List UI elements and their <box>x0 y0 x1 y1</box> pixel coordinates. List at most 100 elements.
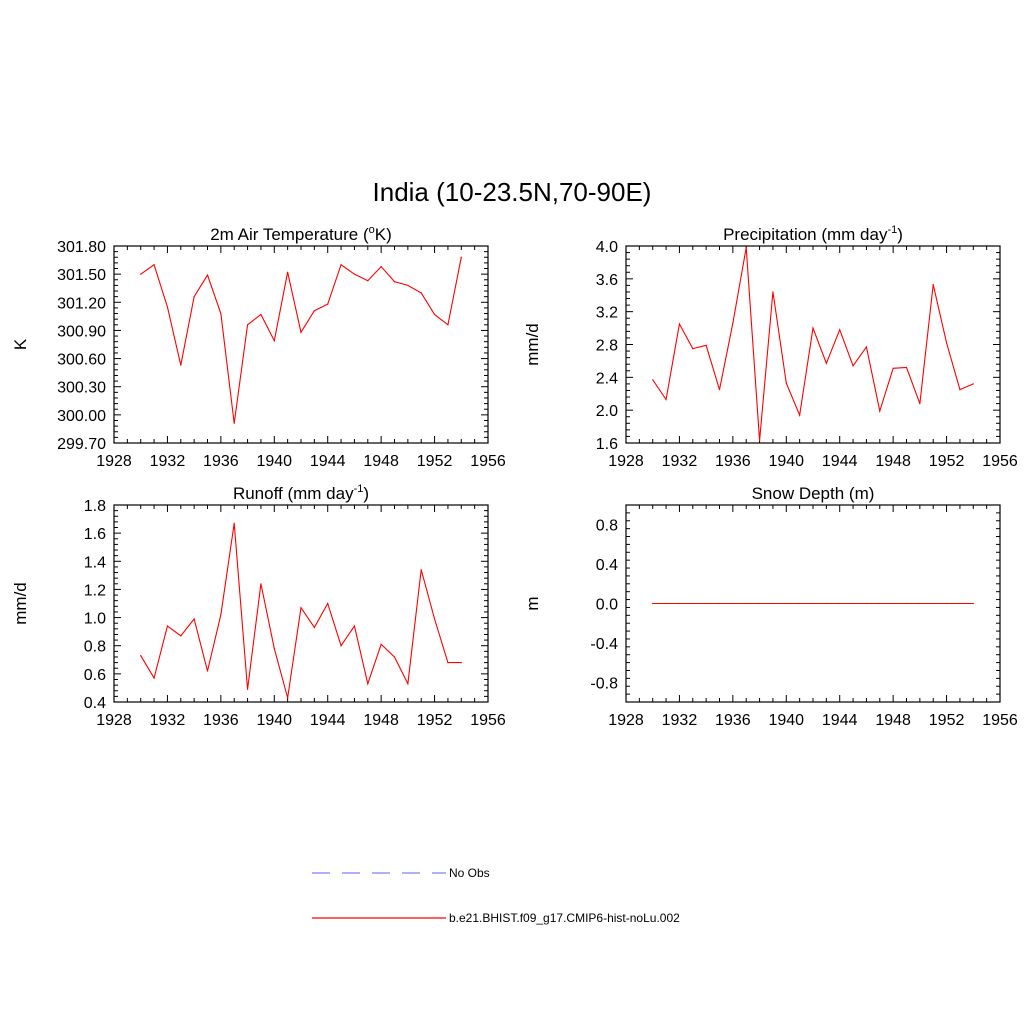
data-point <box>772 602 774 605</box>
data-point <box>407 284 409 286</box>
data-point <box>260 583 262 585</box>
data-point <box>353 625 356 627</box>
data-point <box>433 618 436 620</box>
y-tick-label: 301.80 <box>57 239 106 256</box>
panels-group: 2m Air Temperature (oK)1928 1932 1936 1940 1… <box>11 224 1018 729</box>
x-tick-label: 1952 <box>929 712 965 729</box>
data-point <box>732 322 734 324</box>
series-line-1 <box>140 257 462 424</box>
data-point <box>665 602 667 605</box>
data-point <box>692 602 694 605</box>
y-tick-label: 1.6 <box>84 526 106 543</box>
y-tick-label: 1.0 <box>84 611 106 628</box>
x-tick-label: 1944 <box>822 712 858 729</box>
y-axis-label: mm/d <box>523 323 542 366</box>
data-point <box>206 274 209 276</box>
data-point <box>327 602 329 605</box>
data-point <box>246 324 249 326</box>
y-tick-label: 2.4 <box>596 370 618 387</box>
x-tick-label: 1932 <box>150 712 186 729</box>
panel-2: Precipitation (mm day-1) 1928 1932 1936 1940… <box>523 224 1018 470</box>
data-point <box>705 344 707 346</box>
data-point <box>380 643 382 645</box>
x-tick-label: 1944 <box>310 712 346 729</box>
x-tick-label: 1956 <box>470 453 506 470</box>
x-tick-label: 1948 <box>363 453 399 470</box>
y-tick-label: 0.8 <box>596 518 618 535</box>
data-point <box>460 256 462 258</box>
x-tick-label: 1944 <box>822 453 858 470</box>
y-tick-label: 3.2 <box>596 305 618 322</box>
x-tick-label: 1956 <box>982 712 1018 729</box>
data-point <box>153 264 155 266</box>
x-tick-label: 1940 <box>256 712 292 729</box>
data-point <box>919 602 921 605</box>
y-tick-label: 301.20 <box>57 295 106 312</box>
x-tick-label: 1956 <box>470 712 506 729</box>
data-point <box>785 602 787 605</box>
x-tick-label: 1936 <box>203 712 239 729</box>
data-point <box>180 364 182 366</box>
data-point <box>879 602 881 605</box>
x-tick-label: 1948 <box>363 712 399 729</box>
x-tick-label: 1936 <box>715 712 751 729</box>
data-point <box>852 365 854 367</box>
x-tick-label: 1936 <box>203 453 239 470</box>
panel-title-main: 2m Air Temperature ( <box>210 225 369 244</box>
y-tick-label: 0.6 <box>84 667 106 684</box>
data-point <box>745 602 747 605</box>
data-point <box>140 654 142 657</box>
data-point <box>246 688 249 690</box>
data-point <box>718 389 721 391</box>
x-tick-label: 1932 <box>662 712 698 729</box>
plot-frame <box>113 504 489 703</box>
y-axis-label: mm/d <box>11 582 30 625</box>
y-tick-label: 2.8 <box>596 338 618 355</box>
x-tick-label: 1932 <box>150 453 186 470</box>
x-tick-label: 1956 <box>982 453 1018 470</box>
legend-label-2: b.e21.BHIST.f09_g17.CMIP6-hist-noLu.002 <box>449 911 680 925</box>
data-point <box>327 303 329 305</box>
panel-title-suffix: ) <box>897 225 903 244</box>
y-tick-label: 0.4 <box>84 695 106 712</box>
data-point <box>180 635 182 637</box>
x-tick-label: 1940 <box>768 453 804 470</box>
data-point <box>665 398 667 401</box>
x-tick-label: 1944 <box>310 453 346 470</box>
data-point <box>839 329 841 331</box>
data-point <box>652 602 654 605</box>
legend: No Obs b.e21.BHIST.f09_g17.CMIP6-hist-noL… <box>312 866 680 925</box>
data-point <box>839 602 841 605</box>
data-point <box>340 264 342 266</box>
data-point <box>420 292 422 294</box>
panel-1: 2m Air Temperature (oK) 1928 1932 1936 1940 1… <box>11 224 506 470</box>
panel-title-sup: -1 <box>887 224 897 236</box>
data-point <box>367 280 369 282</box>
panel-title-suffix: ) <box>363 484 369 503</box>
x-tick-label: 1936 <box>715 453 751 470</box>
data-point <box>812 327 814 329</box>
y-tick-label: 299.70 <box>57 436 106 453</box>
x-tick-label: 1928 <box>608 712 644 729</box>
data-point <box>919 403 921 405</box>
y-axis-label: K <box>11 338 30 350</box>
data-point <box>678 602 681 605</box>
data-point <box>300 331 302 333</box>
data-point <box>905 602 908 605</box>
data-point <box>865 602 868 605</box>
data-point <box>705 602 707 605</box>
data-point <box>959 389 961 391</box>
data-point <box>799 414 801 416</box>
data-point <box>460 662 462 664</box>
x-tick-label: 1928 <box>96 453 132 470</box>
panel-title-main: Runoff (mm day <box>233 484 354 503</box>
data-point <box>945 602 948 605</box>
x-tick-label: 1928 <box>608 453 644 470</box>
data-point <box>353 273 356 275</box>
data-point <box>420 569 422 571</box>
data-point <box>718 602 721 605</box>
y-tick-label: 300.90 <box>57 323 106 340</box>
data-point <box>153 677 155 679</box>
